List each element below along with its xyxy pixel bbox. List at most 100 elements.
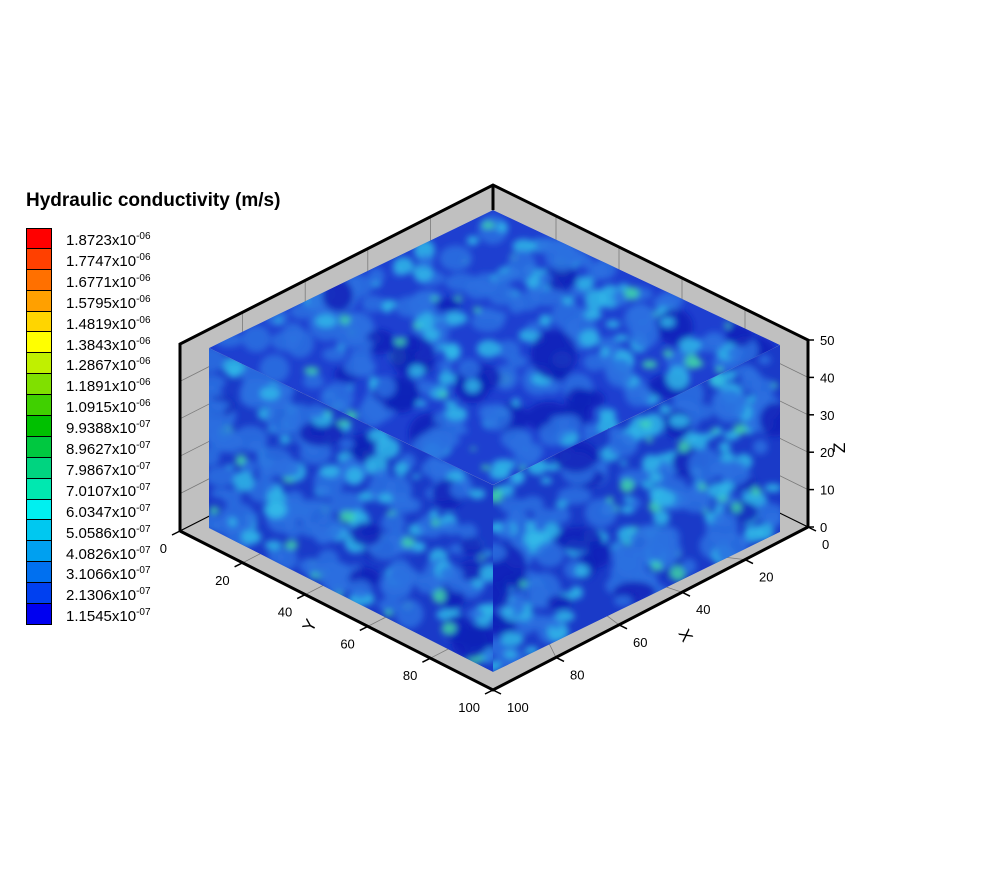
field-blob — [500, 631, 524, 647]
field-blob — [284, 540, 298, 550]
field-blob — [546, 595, 573, 610]
field-blob — [597, 408, 617, 420]
field-blob — [540, 477, 553, 485]
field-blob — [472, 307, 481, 313]
field-blob — [629, 415, 653, 439]
field-blob — [233, 471, 255, 492]
legend-level-label: 3.1066x10-07 — [66, 565, 151, 583]
field-blob — [274, 318, 283, 324]
field-blob — [434, 297, 462, 312]
field-blob — [530, 329, 578, 380]
legend-level-label: 1.0915x10-06 — [66, 398, 151, 416]
field-blob — [580, 255, 594, 269]
field-blob — [268, 502, 285, 518]
field-blob — [641, 480, 655, 490]
legend-level-exponent: -06 — [136, 272, 151, 284]
field-blob — [726, 346, 741, 360]
field-blob — [552, 506, 571, 524]
field-blob — [619, 460, 628, 466]
field-blob — [455, 426, 469, 435]
field-blob — [417, 513, 447, 539]
field-blob — [731, 501, 742, 513]
field-blob — [487, 283, 516, 306]
legend-level-exponent: -07 — [136, 502, 151, 514]
field-blob — [544, 241, 579, 272]
field-blob — [622, 496, 634, 503]
field-blob — [574, 564, 590, 578]
legend-level-value: 1.1891x10 — [66, 378, 137, 396]
legend-level-value: 1.8723x10 — [66, 232, 137, 249]
field-blob — [681, 558, 697, 574]
x-tick-label: 100 — [507, 700, 529, 715]
legend-level-label: 1.1545x10-07 — [66, 607, 151, 625]
field-blob — [557, 486, 592, 505]
legend-title: Hydraulic conductivity (m/s) — [26, 190, 281, 211]
field-blob — [478, 555, 486, 561]
legend-swatch — [26, 290, 52, 312]
legend-level-exponent: -06 — [136, 251, 151, 263]
field-blob — [507, 354, 528, 368]
field-blob — [504, 650, 517, 659]
z-tick-label: 40 — [820, 370, 834, 385]
x-tick-label: 80 — [570, 667, 584, 682]
legend-level-exponent: -07 — [136, 523, 151, 535]
field-blob — [451, 625, 488, 659]
legend-level-value: 1.4819x10 — [66, 315, 137, 333]
field-blob — [374, 376, 397, 398]
field-blob — [414, 400, 427, 407]
field-blob — [284, 521, 303, 538]
field-blob — [544, 263, 578, 291]
field-blob — [720, 452, 736, 464]
field-blob — [223, 433, 243, 454]
legend-swatch — [26, 499, 52, 521]
field-blob — [659, 404, 670, 415]
volume-face-right — [493, 345, 780, 672]
field-blob — [442, 521, 462, 536]
x-tick-mark — [555, 656, 565, 663]
legend-swatch — [26, 311, 52, 333]
field-blob — [414, 380, 437, 395]
field-blob — [751, 378, 775, 397]
field-blob — [719, 481, 735, 494]
legend-level-label: 1.3843x10-06 — [66, 336, 151, 354]
field-blob — [659, 317, 676, 328]
field-blob — [413, 541, 426, 553]
field-blob — [527, 321, 540, 333]
field-blob — [482, 403, 512, 431]
field-blob — [526, 614, 549, 630]
field-blob — [579, 329, 600, 348]
field-blob — [715, 366, 724, 374]
legend-level-exponent: -07 — [136, 607, 151, 619]
legend-level-label: 7.0107x10-07 — [66, 482, 151, 500]
field-blob — [266, 489, 287, 506]
field-blob — [315, 314, 337, 328]
field-blob — [653, 509, 670, 526]
field-blob — [470, 447, 477, 451]
field-blob — [741, 491, 753, 502]
field-blob — [350, 522, 382, 547]
field-blob — [719, 460, 750, 487]
field-blob — [619, 478, 635, 493]
field-blob — [493, 488, 503, 504]
field-blob — [624, 286, 640, 300]
legend-swatch — [26, 520, 52, 542]
field-blob — [724, 322, 731, 329]
field-blob — [307, 404, 326, 419]
legend-level-exponent: -06 — [136, 377, 151, 389]
field-blob — [759, 402, 780, 437]
field-blob — [645, 437, 654, 443]
field-blob — [358, 398, 386, 428]
field-blob — [339, 510, 356, 523]
field-blob — [562, 295, 575, 305]
field-blob — [688, 447, 722, 483]
legend-level-label: 1.4819x10-06 — [66, 315, 151, 333]
field-blob — [714, 505, 724, 513]
field-blob — [380, 571, 413, 601]
volume-face-left — [209, 348, 493, 672]
legend-swatch — [26, 562, 52, 584]
legend-level-value: 7.9867x10 — [66, 461, 137, 479]
field-blob — [493, 660, 502, 672]
legend-swatch — [26, 436, 52, 458]
field-blob — [466, 608, 485, 619]
field-blob — [523, 530, 544, 548]
